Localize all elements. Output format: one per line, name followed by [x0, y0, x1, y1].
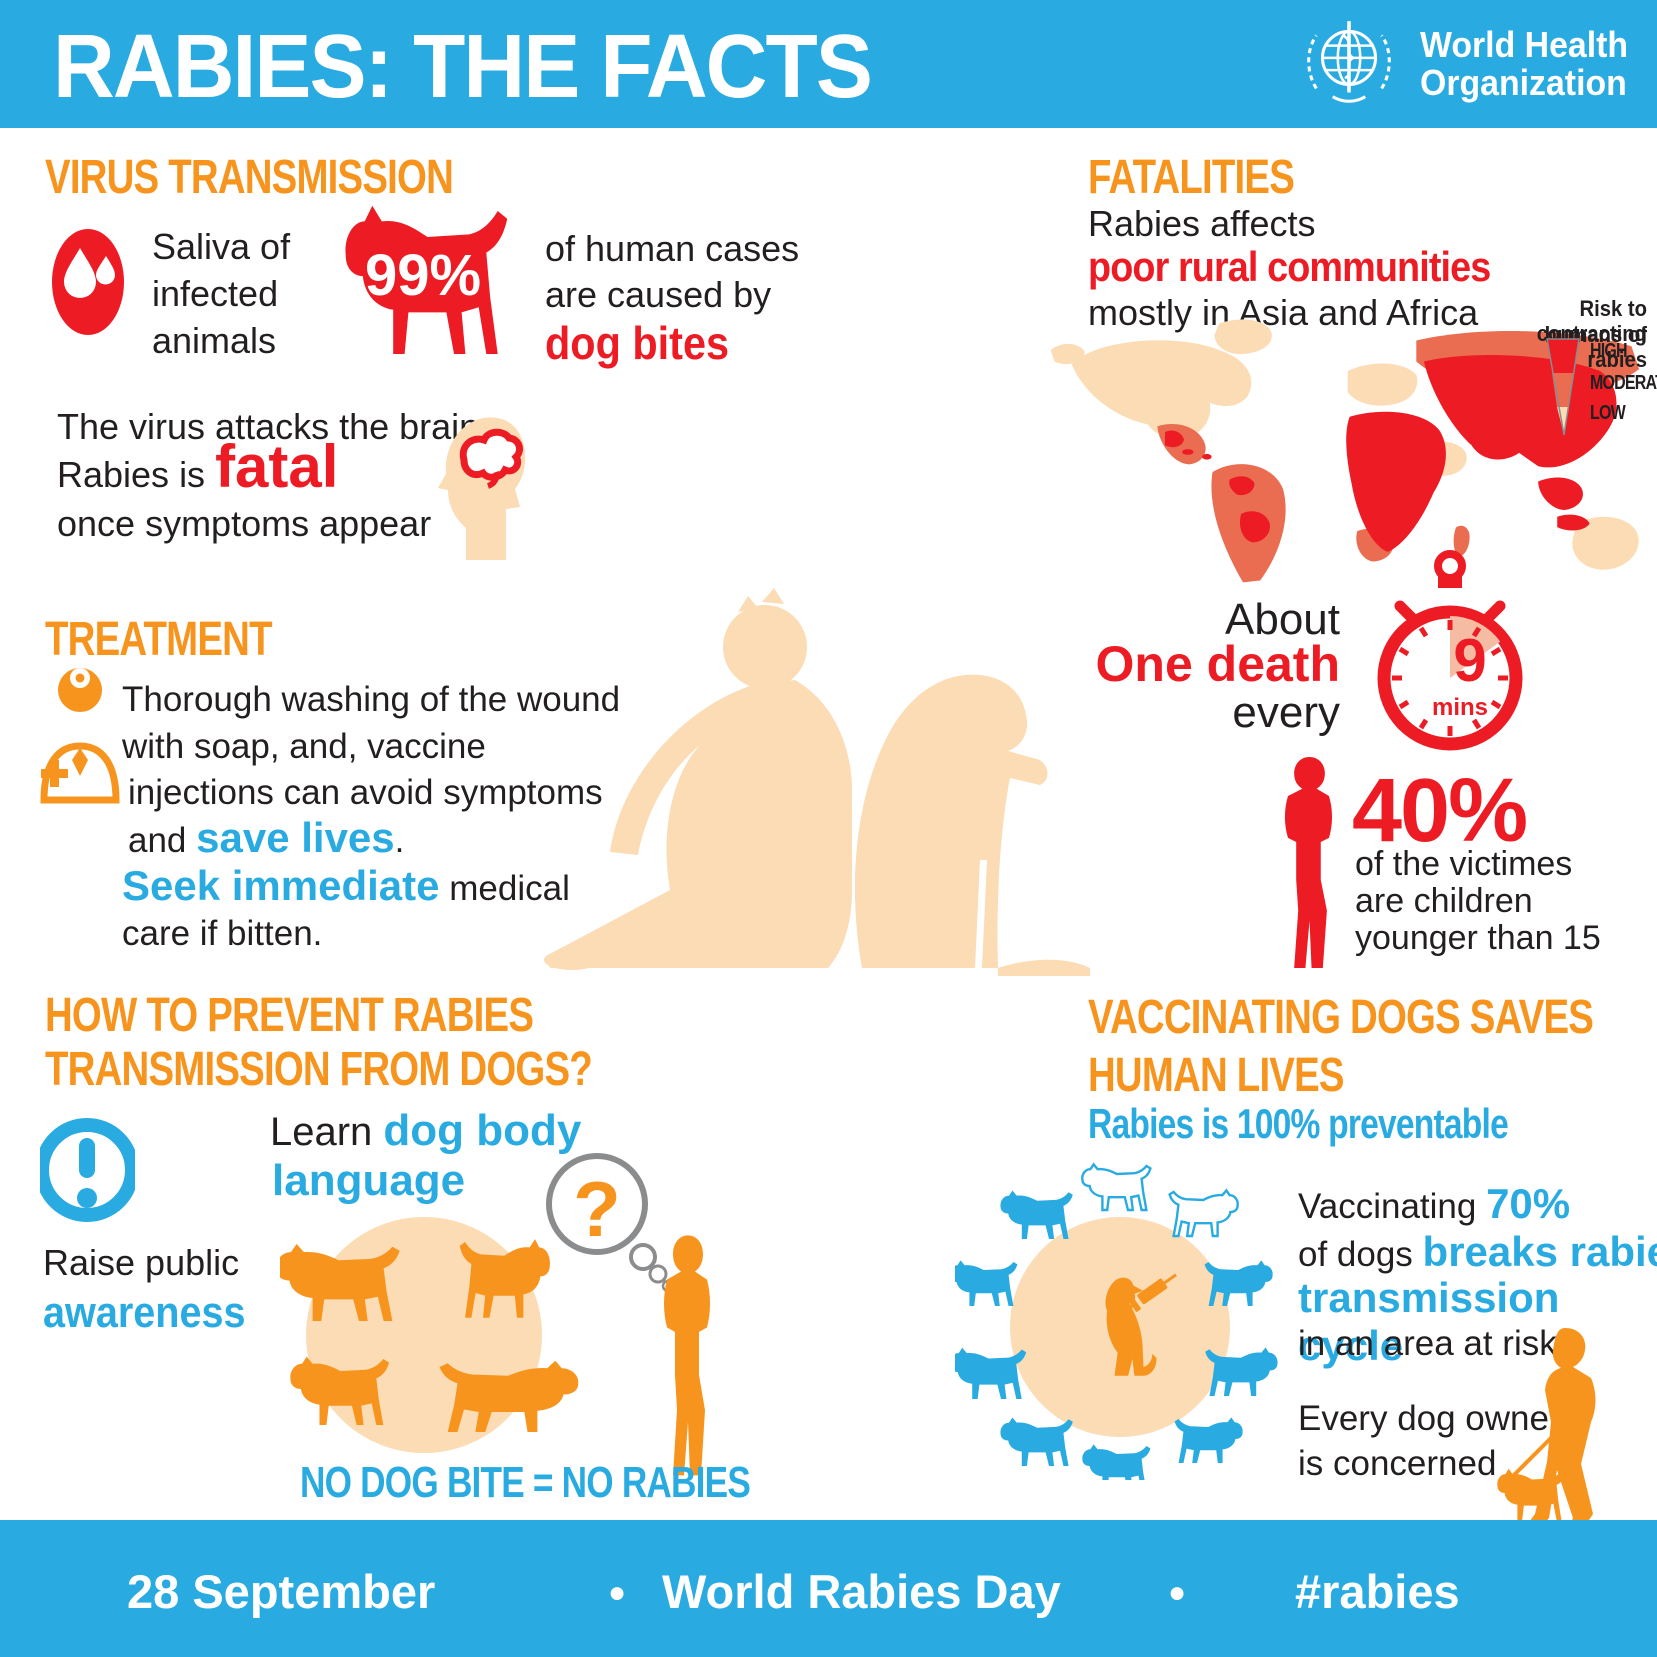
- legend-label-high: HIGH: [1590, 340, 1628, 362]
- who-logo-icon: [1307, 21, 1391, 103]
- seek-immediate-highlight: Seek immediate: [122, 862, 440, 909]
- dog-owner-line1: Every dog owner: [1298, 1399, 1561, 1438]
- cases-highlight-dog-bites: dog bites: [545, 317, 730, 369]
- section-heading-vaccination-line1: VACCINATING DOGS SAVES: [1088, 991, 1594, 1044]
- vaccinating-line1: Vaccinating 70%: [1298, 1180, 1570, 1228]
- question-mark: ?: [573, 1165, 621, 1253]
- head-brain-icon: [438, 417, 526, 560]
- treatment-line6: care if bitten.: [122, 914, 323, 953]
- exclamation-icon: [40, 1118, 135, 1222]
- raise-awareness-line1: Raise public: [43, 1242, 240, 1283]
- seventy-percent-highlight: 70%: [1486, 1180, 1571, 1227]
- brain-attack-line2: Rabies is fatal: [57, 432, 338, 501]
- dog-vaccination-ring-graphic: [955, 1163, 1278, 1480]
- saliva-text-line3: animals: [152, 320, 277, 361]
- death-rate-line1: About: [1225, 595, 1340, 644]
- children-stat-line1: of the victimes: [1355, 845, 1573, 883]
- brain-attack-line1: The virus attacks the brain: [57, 406, 480, 447]
- section-heading-treatment: TREATMENT: [45, 613, 273, 666]
- treatment-line4: and save lives.: [128, 814, 404, 862]
- breaks-rabies-highlight: breaks rabies: [1422, 1228, 1657, 1275]
- raise-awareness-highlight: awareness: [43, 1288, 246, 1337]
- syringe-icon: [1124, 1273, 1177, 1313]
- dog-body-language-graphic: [280, 1153, 710, 1476]
- learn-line1: Learn dog body: [270, 1106, 581, 1156]
- fatalities-highlight: poor rural communities: [1088, 243, 1491, 290]
- section-heading-prevent-line1: HOW TO PREVENT RABIES: [45, 989, 534, 1042]
- treatment-line1: Thorough washing of the wound: [122, 680, 621, 719]
- curious-boy-silhouette: [664, 1235, 710, 1476]
- risk-funnel-icon: [1546, 338, 1580, 436]
- treatment-line5: Seek immediate medical: [122, 862, 570, 910]
- world-risk-map: [1050, 319, 1640, 583]
- treatment-line4-prefix: and: [128, 821, 197, 860]
- who-name-line2: Organization: [1420, 62, 1627, 103]
- cases-text-line2: are caused by: [545, 274, 772, 315]
- doctor-icon: [40, 668, 120, 804]
- who-name-line1: World Health: [1420, 24, 1629, 65]
- legend-label-moderate: MODERATE: [1590, 372, 1657, 394]
- treatment-line4-suffix: .: [394, 821, 405, 860]
- footer-bullet-2: ●: [1168, 1576, 1187, 1609]
- save-lives-highlight: save lives: [196, 814, 395, 861]
- dog-bite-percent: 99%: [365, 243, 482, 308]
- footer-bullet-1: ●: [608, 1576, 627, 1609]
- footer-event: World Rabies Day: [662, 1565, 1061, 1618]
- header-banner: [0, 0, 1657, 128]
- page-title: RABIES: THE FACTS: [53, 17, 873, 117]
- timer-value: 9: [1453, 627, 1487, 694]
- treatment-line3: injections can avoid symptoms: [128, 773, 603, 812]
- vaccinating-line4: in an area at risk: [1298, 1324, 1557, 1363]
- dog-walker-silhouette: [1497, 1328, 1596, 1532]
- of-dogs-text: of dogs: [1298, 1235, 1423, 1274]
- children-stat-line2: are children: [1355, 882, 1533, 920]
- section-heading-virus-transmission: VIRUS TRANSMISSION: [45, 151, 454, 204]
- who-name: World Health Organization: [1420, 26, 1628, 102]
- treatment-line5-suffix: medical: [439, 869, 570, 908]
- learn-line2: language: [272, 1156, 466, 1205]
- saliva-droplet-icon: [52, 229, 124, 335]
- children-percent: 40%: [1352, 761, 1528, 861]
- legend-label-low: LOW: [1590, 402, 1626, 424]
- learn-prefix: Learn: [270, 1110, 384, 1154]
- vaccination-subheading: Rabies is 100% preventable: [1088, 1100, 1509, 1147]
- cases-text-line1: of human cases: [545, 228, 800, 269]
- section-heading-fatalities: FATALITIES: [1088, 151, 1295, 204]
- children-stat-line3: younger than 15: [1355, 919, 1601, 957]
- footer-banner: [0, 1520, 1657, 1657]
- thought-bubble-icon: [546, 1153, 648, 1255]
- fatal-highlight: fatal: [215, 433, 339, 500]
- boy-and-dog-silhouette: [544, 588, 1090, 976]
- vaccinating-line3: transmission cycle: [1298, 1274, 1560, 1369]
- section-heading-vaccination-line2: HUMAN LIVES: [1088, 1049, 1345, 1102]
- timer-unit: mins: [1431, 694, 1488, 721]
- saliva-text-line2: infected: [152, 273, 279, 314]
- vaccinating-prefix: Vaccinating: [1298, 1187, 1487, 1226]
- brain-attack-line3: once symptoms appear: [57, 503, 432, 544]
- vaccinating-line2: of dogs breaks rabies: [1298, 1228, 1657, 1276]
- dog-body-highlight: dog body: [383, 1106, 582, 1155]
- footer-hashtag: #rabies: [1295, 1565, 1460, 1618]
- footer-date: 28 September: [127, 1565, 436, 1618]
- slogan-no-dog-bite: NO DOG BITE = NO RABIES: [300, 1458, 751, 1507]
- dog-owner-line2: is concerned: [1298, 1444, 1497, 1483]
- treatment-line2: with soap, and, vaccine: [122, 727, 486, 766]
- death-rate-highlight: One death: [1095, 636, 1340, 692]
- saliva-text-line1: Saliva of: [152, 226, 291, 267]
- stopwatch-icon: [1377, 550, 1523, 751]
- death-rate-line3: every: [1232, 688, 1340, 737]
- child-victim-silhouette: [1284, 757, 1333, 968]
- section-heading-prevent-line2: TRANSMISSION FROM DOGS?: [45, 1043, 593, 1096]
- rabies-is-text: Rabies is: [57, 454, 206, 495]
- fatalities-line1: Rabies affects: [1088, 203, 1316, 244]
- fatalities-line3: mostly in Asia and Africa: [1088, 292, 1479, 333]
